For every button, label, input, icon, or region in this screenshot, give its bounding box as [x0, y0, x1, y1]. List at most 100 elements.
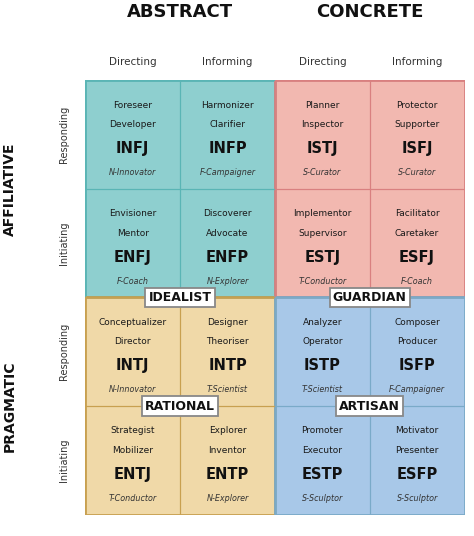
Text: N-Explorer: N-Explorer — [206, 494, 249, 503]
Text: GUARDIAN: GUARDIAN — [333, 291, 407, 304]
Text: Promoter: Promoter — [301, 427, 343, 435]
Bar — [275, 297, 370, 406]
Text: ENFJ: ENFJ — [114, 250, 152, 265]
Text: IDEALIST: IDEALIST — [149, 291, 211, 304]
Text: Directing: Directing — [109, 57, 156, 67]
Text: T-Conductor: T-Conductor — [109, 494, 157, 503]
Text: Analyzer: Analyzer — [302, 318, 342, 327]
Text: ENTJ: ENTJ — [114, 467, 152, 482]
Bar — [85, 406, 180, 515]
Text: T-Scientist: T-Scientist — [207, 385, 248, 394]
Bar — [275, 80, 370, 189]
Text: Composer: Composer — [394, 318, 440, 327]
Text: Inventor: Inventor — [209, 446, 246, 455]
Text: Producer: Producer — [397, 338, 437, 346]
Text: Informing: Informing — [202, 57, 253, 67]
Text: Facilitator: Facilitator — [395, 210, 439, 218]
Bar — [370, 80, 465, 189]
Text: N-Explorer: N-Explorer — [206, 277, 249, 286]
Text: Mentor: Mentor — [117, 229, 149, 238]
Text: T-Scientist: T-Scientist — [302, 385, 343, 394]
Text: S-Sculptor: S-Sculptor — [301, 494, 343, 503]
Text: Implementor: Implementor — [293, 210, 352, 218]
Text: Operator: Operator — [302, 338, 343, 346]
Text: Responding: Responding — [59, 106, 69, 163]
Text: Initiating: Initiating — [59, 221, 69, 265]
Text: Executor: Executor — [302, 446, 342, 455]
Text: CONCRETE: CONCRETE — [316, 3, 423, 21]
Bar — [370, 297, 465, 406]
Text: INFP: INFP — [208, 142, 247, 157]
Text: ISFP: ISFP — [399, 359, 436, 374]
Text: ESFJ: ESFJ — [399, 250, 435, 265]
Text: INTJ: INTJ — [116, 359, 149, 374]
Bar — [85, 297, 275, 515]
Text: Harmonizer: Harmonizer — [201, 101, 254, 110]
Text: Foreseer: Foreseer — [113, 101, 152, 110]
Text: Informing: Informing — [392, 57, 442, 67]
Text: ESTP: ESTP — [301, 467, 343, 482]
Text: Directing: Directing — [299, 57, 346, 67]
Text: F-Coach: F-Coach — [117, 277, 149, 286]
Text: Director: Director — [114, 338, 151, 346]
Text: INFJ: INFJ — [116, 142, 149, 157]
Text: S-Sculptor: S-Sculptor — [396, 494, 438, 503]
Text: S-Curator: S-Curator — [303, 168, 341, 177]
Text: Caretaker: Caretaker — [395, 229, 439, 238]
Text: AFFILIATIVE: AFFILIATIVE — [2, 142, 17, 236]
Text: ISFJ: ISFJ — [401, 142, 433, 157]
Text: Presenter: Presenter — [395, 446, 439, 455]
Text: N-Innovator: N-Innovator — [109, 168, 156, 177]
Text: Theoriser: Theoriser — [206, 338, 249, 346]
Text: ABSTRACT: ABSTRACT — [127, 3, 233, 21]
Bar — [180, 189, 275, 297]
Text: PRAGMATIC: PRAGMATIC — [2, 360, 17, 452]
Text: ISTP: ISTP — [304, 359, 341, 374]
Text: T-Conductor: T-Conductor — [298, 277, 346, 286]
Text: Supporter: Supporter — [394, 121, 440, 129]
Bar — [180, 80, 275, 189]
Text: Supervisor: Supervisor — [298, 229, 346, 238]
Text: Responding: Responding — [59, 323, 69, 381]
Bar — [85, 80, 180, 189]
Bar — [370, 189, 465, 297]
Text: Mobilizer: Mobilizer — [112, 446, 153, 455]
Text: N-Innovator: N-Innovator — [109, 385, 156, 394]
Text: Initiating: Initiating — [59, 438, 69, 482]
Bar — [370, 406, 465, 515]
Text: F-Coach: F-Coach — [401, 277, 433, 286]
Bar — [275, 80, 465, 297]
Bar — [85, 189, 180, 297]
Text: Strategist: Strategist — [110, 427, 155, 435]
Text: ESFP: ESFP — [396, 467, 438, 482]
Bar — [180, 297, 275, 406]
Bar — [180, 406, 275, 515]
Text: ENFP: ENFP — [206, 250, 249, 265]
Text: RATIONAL: RATIONAL — [145, 399, 215, 413]
Text: Designer: Designer — [207, 318, 248, 327]
Text: Discoverer: Discoverer — [203, 210, 252, 218]
Text: Advocate: Advocate — [206, 229, 249, 238]
Text: Inspector: Inspector — [301, 121, 344, 129]
Bar — [275, 297, 465, 515]
Text: Planner: Planner — [305, 101, 339, 110]
Text: Envisioner: Envisioner — [109, 210, 156, 218]
Text: INTP: INTP — [208, 359, 247, 374]
Text: Explorer: Explorer — [209, 427, 246, 435]
Text: ENTP: ENTP — [206, 467, 249, 482]
Bar — [85, 297, 180, 406]
Text: Motivator: Motivator — [395, 427, 439, 435]
Bar — [275, 406, 370, 515]
Text: Clarifier: Clarifier — [210, 121, 246, 129]
Text: F-Campaigner: F-Campaigner — [200, 168, 255, 177]
Bar — [85, 80, 275, 297]
Text: Conceptualizer: Conceptualizer — [99, 318, 167, 327]
Text: F-Campaigner: F-Campaigner — [389, 385, 445, 394]
Text: ARTISAN: ARTISAN — [339, 399, 400, 413]
Text: Protector: Protector — [396, 101, 438, 110]
Text: S-Curator: S-Curator — [398, 168, 436, 177]
Text: ISTJ: ISTJ — [307, 142, 338, 157]
Text: Developer: Developer — [109, 121, 156, 129]
Bar — [275, 189, 370, 297]
Text: ESTJ: ESTJ — [304, 250, 340, 265]
